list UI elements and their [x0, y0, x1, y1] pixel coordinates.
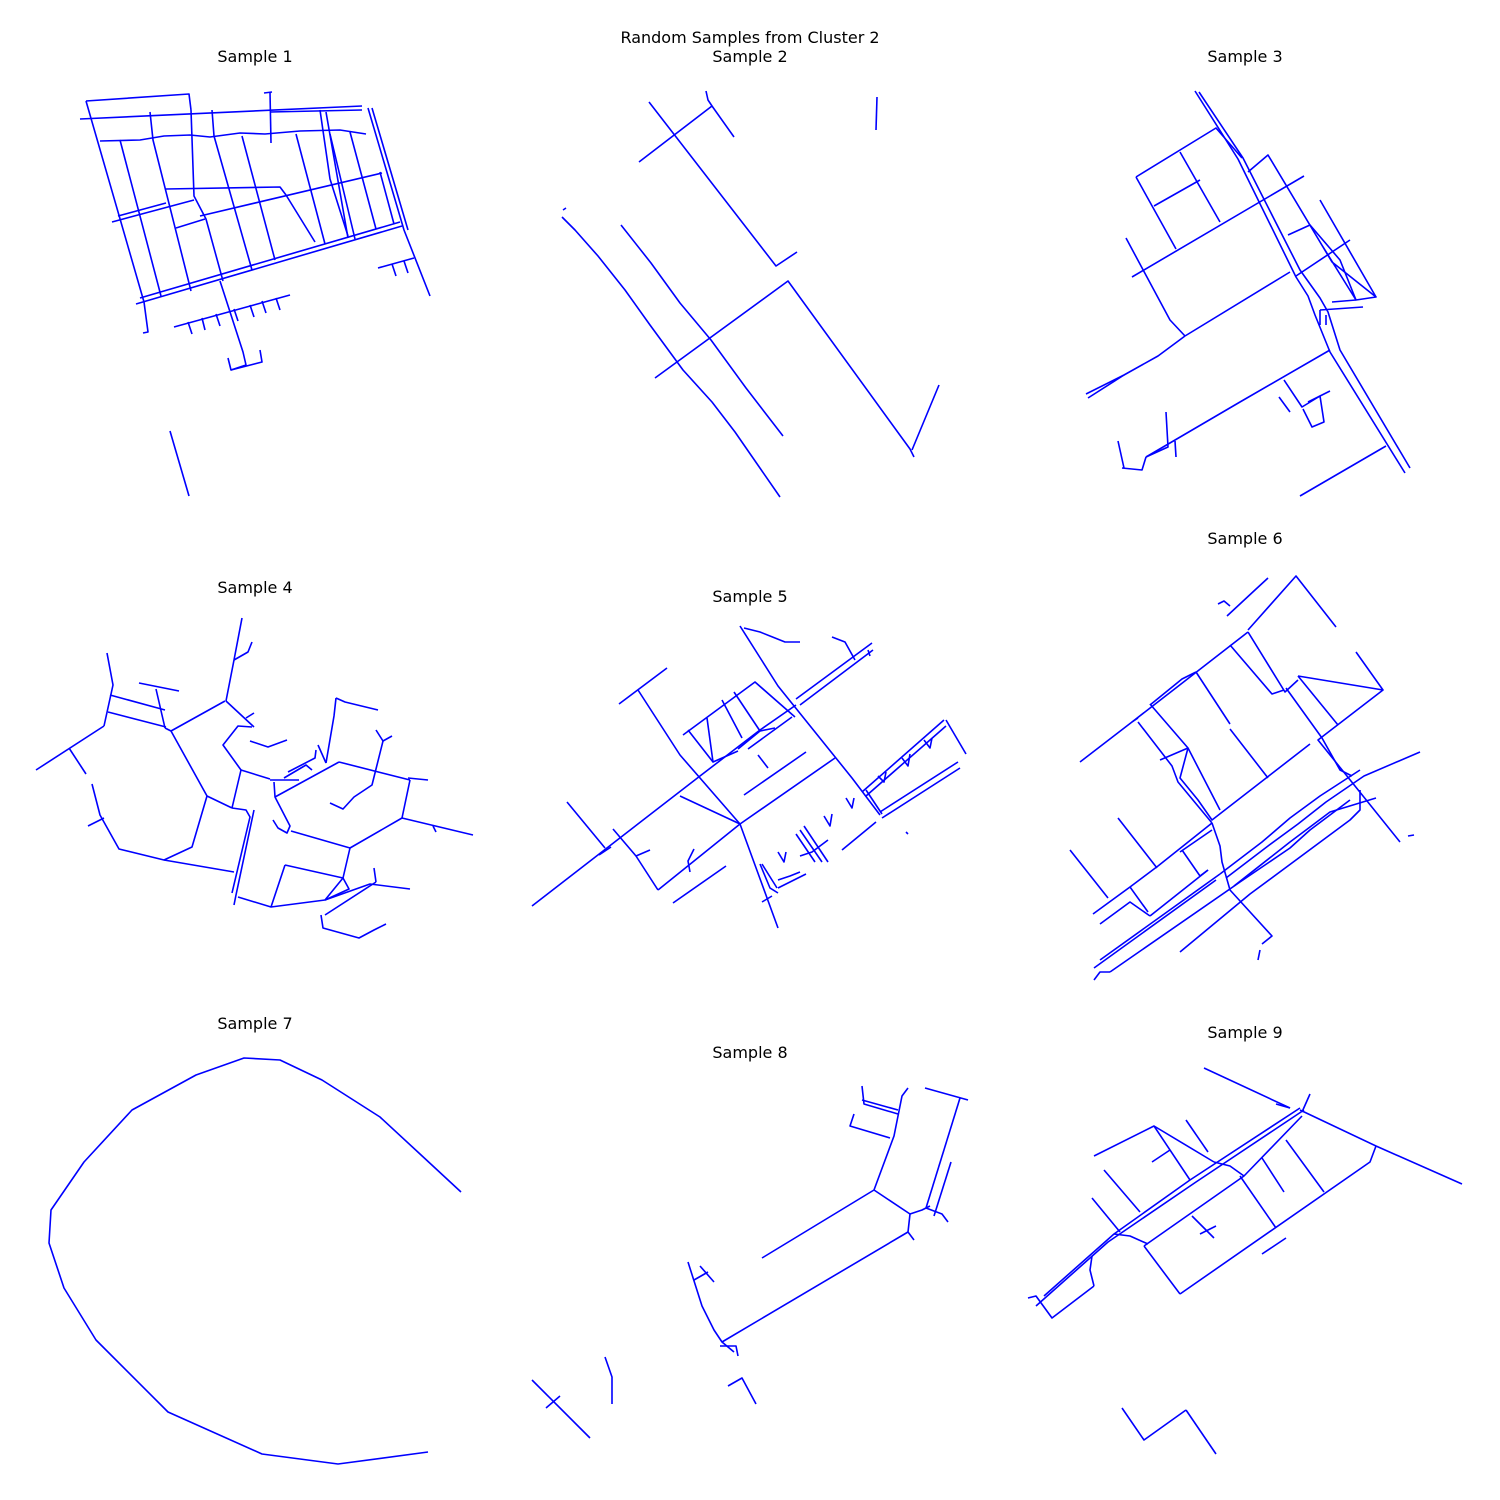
figure-title: Random Samples from Cluster 2 [620, 28, 880, 47]
sample-panel-2: Sample 2 [525, 45, 975, 505]
sample-title-8: Sample 8 [712, 1043, 788, 1062]
sample-panel-8: Sample 8 [525, 1040, 975, 1490]
road-network-7 [48, 1057, 462, 1465]
road-network-6 [1069, 575, 1421, 981]
sample-title-4: Sample 4 [217, 578, 293, 597]
road-network-1 [79, 91, 431, 497]
sample-title-2: Sample 2 [712, 47, 788, 66]
road-network-9 [1027, 1067, 1463, 1455]
sample-panel-6: Sample 6 [1020, 525, 1470, 985]
sample-title-3: Sample 3 [1207, 47, 1283, 66]
road-network-5 [531, 625, 967, 929]
sample-title-6: Sample 6 [1207, 529, 1283, 548]
sample-panel-9: Sample 9 [1020, 1020, 1470, 1490]
sample-panel-1: Sample 1 [30, 45, 480, 505]
sample-title-9: Sample 9 [1207, 1023, 1283, 1042]
sample-title-1: Sample 1 [217, 47, 293, 66]
road-network-2 [561, 90, 940, 498]
road-network-8 [531, 1085, 969, 1439]
sample-panel-3: Sample 3 [1020, 45, 1470, 505]
sample-title-5: Sample 5 [712, 587, 788, 606]
road-network-4 [35, 617, 474, 939]
sample-panel-7: Sample 7 [30, 1010, 480, 1490]
sample-title-7: Sample 7 [217, 1014, 293, 1033]
sample-panel-4: Sample 4 [30, 575, 480, 985]
sample-panel-5: Sample 5 [525, 585, 975, 985]
road-network-3 [1085, 90, 1411, 497]
